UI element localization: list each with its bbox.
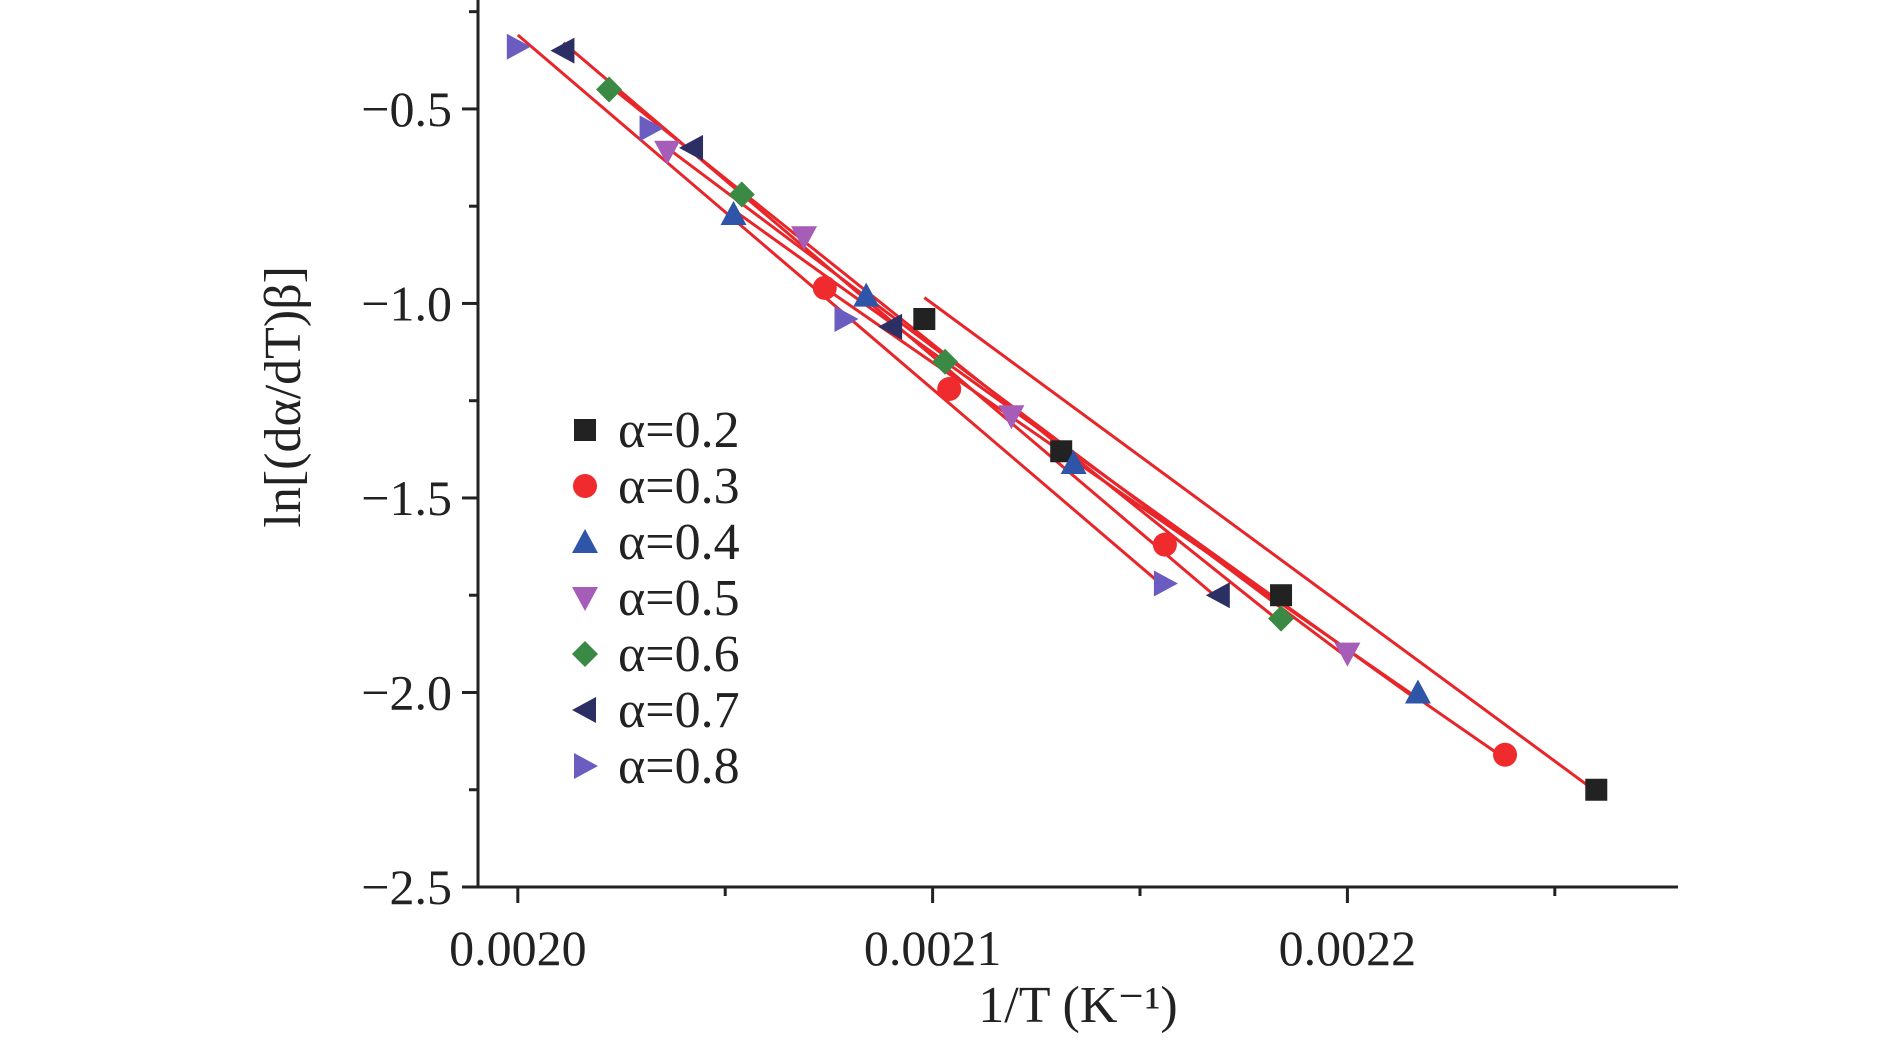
x-tick-label: 0.0020 bbox=[449, 920, 587, 976]
legend-label: α=0.2 bbox=[618, 402, 740, 459]
data-point bbox=[937, 377, 962, 402]
data-point bbox=[1050, 440, 1073, 463]
legend-marker bbox=[574, 753, 598, 779]
fit-line bbox=[923, 296, 1598, 793]
x-tick-label: 0.0022 bbox=[1279, 920, 1417, 976]
axes: 0.0020 0.0021 0.0022 −0.5 −1.0 −1.5 −2.0 −2.5 bbox=[361, 0, 1678, 976]
legend-marker bbox=[572, 587, 598, 611]
data-point bbox=[679, 134, 704, 161]
legend-marker bbox=[574, 419, 596, 441]
legend-label: α=0.8 bbox=[618, 738, 740, 795]
data-point bbox=[1153, 570, 1178, 597]
data-point bbox=[1493, 742, 1518, 767]
data-point bbox=[1268, 605, 1295, 632]
data-point bbox=[998, 405, 1025, 430]
legend-label: α=0.6 bbox=[618, 626, 740, 683]
legend-label: α=0.3 bbox=[618, 458, 740, 515]
data-point bbox=[596, 76, 623, 103]
legend-marker bbox=[572, 697, 596, 723]
data-point bbox=[1334, 642, 1361, 667]
data-point bbox=[550, 37, 575, 64]
data-point bbox=[1205, 582, 1230, 609]
data-point bbox=[1270, 584, 1293, 607]
y-tick-label: −2.5 bbox=[361, 859, 452, 915]
legend-label: α=0.5 bbox=[618, 570, 740, 627]
y-axis-title: ln[(dα/dT)β] bbox=[255, 266, 312, 528]
x-axis-title: 1/T (K⁻¹) bbox=[978, 977, 1178, 1034]
data-point bbox=[728, 181, 755, 208]
legend-label: α=0.7 bbox=[618, 682, 740, 739]
x-tick-label: 0.0021 bbox=[864, 920, 1002, 976]
data-point bbox=[1152, 532, 1177, 557]
legend: α=0.2α=0.3α=0.4α=0.5α=0.6α=0.7α=0.8 bbox=[572, 402, 740, 795]
data-point bbox=[1404, 679, 1431, 704]
data-point bbox=[932, 348, 959, 375]
data-point bbox=[812, 275, 837, 300]
data-point bbox=[1585, 778, 1608, 801]
legend-marker bbox=[573, 474, 597, 498]
data-point bbox=[878, 313, 903, 340]
legend-marker bbox=[572, 641, 598, 667]
data-point bbox=[654, 140, 681, 165]
data-markers bbox=[506, 33, 1608, 801]
y-tick-label: −1.5 bbox=[361, 470, 452, 526]
data-point bbox=[506, 33, 531, 60]
legend-label: α=0.4 bbox=[618, 514, 740, 571]
data-point bbox=[1060, 449, 1087, 474]
data-point bbox=[913, 308, 936, 331]
data-point bbox=[834, 306, 859, 333]
y-tick-label: −0.5 bbox=[361, 81, 452, 137]
y-tick-label: −2.0 bbox=[361, 664, 452, 720]
data-point bbox=[791, 226, 818, 251]
data-point bbox=[720, 200, 747, 225]
data-point bbox=[853, 282, 880, 307]
legend-marker bbox=[572, 529, 598, 553]
data-point bbox=[639, 115, 664, 142]
y-tick-label: −1.0 bbox=[361, 275, 452, 331]
